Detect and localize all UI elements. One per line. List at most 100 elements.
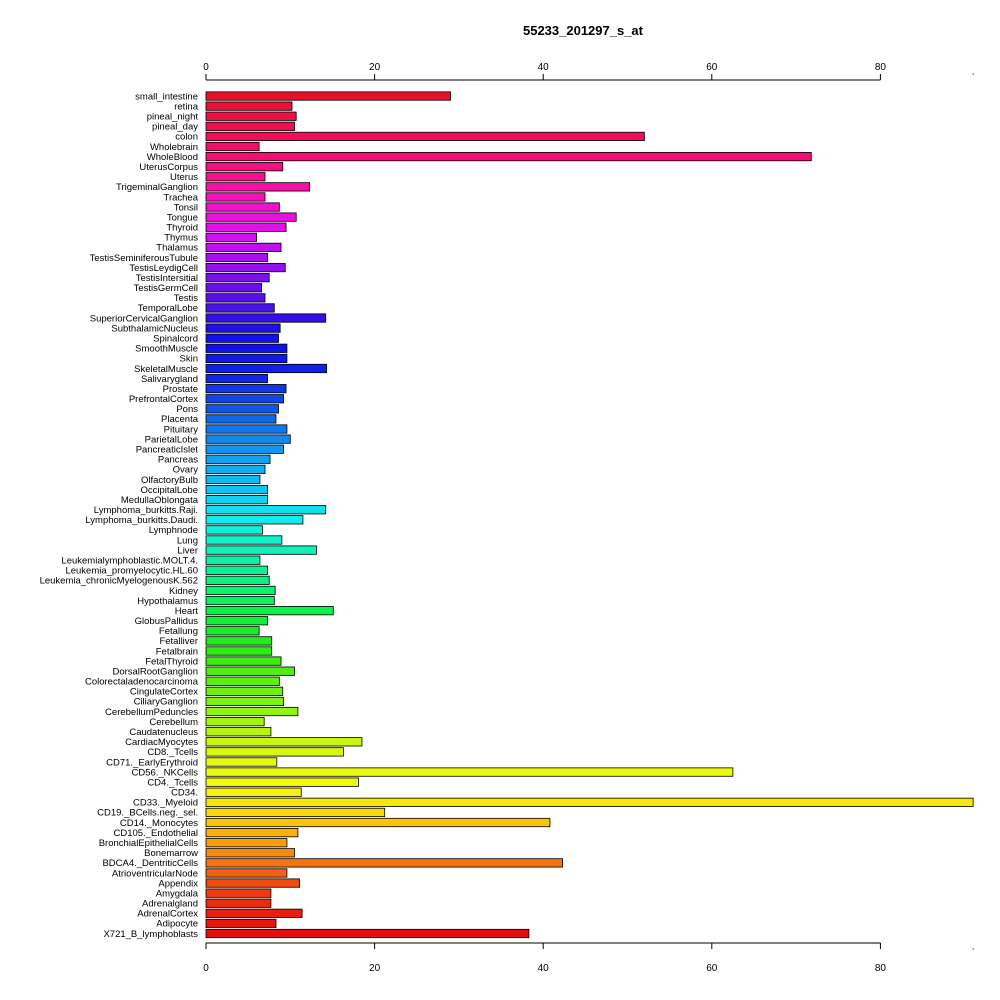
bar — [205, 262, 286, 273]
category-label: pineal_day — [152, 122, 198, 133]
bar — [205, 303, 275, 313]
bar — [205, 737, 363, 747]
bar — [205, 565, 268, 575]
category-label: small_intestine — [135, 91, 198, 102]
bar — [205, 515, 304, 525]
bar — [205, 626, 260, 636]
bar — [205, 666, 295, 676]
bar — [205, 444, 284, 454]
category-label: CD33._Myeloid — [133, 798, 198, 809]
category-label: BDCA4._DentriticCells — [102, 858, 198, 869]
category-label: Uterus — [170, 172, 198, 183]
category-label: Thalamus — [156, 243, 198, 254]
category-label: CD14._Monocytes — [120, 818, 198, 829]
bar — [205, 283, 263, 293]
bar — [205, 545, 317, 555]
bar — [205, 182, 311, 192]
bar — [205, 474, 261, 485]
category-label: Tongue — [167, 212, 198, 223]
bar — [205, 686, 284, 696]
category-label: Leukemia_promyelocytic.HL.60 — [65, 566, 198, 577]
category-label: Appendix — [158, 878, 198, 889]
bottom-axis-end-dot — [972, 948, 974, 950]
bar — [205, 838, 288, 848]
chart-title: 55233_201297_s_at — [523, 23, 644, 38]
bottom-tick-label: 60 — [706, 963, 718, 974]
category-label: OlfactoryBulb — [141, 475, 198, 486]
category-label: TestisIntersitial — [136, 273, 198, 284]
category-label: TestisLeydigCell — [129, 263, 198, 274]
bar — [205, 495, 268, 505]
bar — [205, 384, 287, 394]
category-label: Fetalliver — [159, 636, 198, 647]
bottom-tick-label: 40 — [538, 963, 550, 974]
bar — [205, 807, 386, 818]
category-label: Adrenalgland — [142, 899, 198, 910]
bar — [205, 91, 451, 101]
bar — [205, 848, 295, 858]
bar — [205, 424, 288, 434]
top-tick-label: 80 — [875, 62, 887, 73]
bar — [205, 646, 273, 656]
category-label: AtrioventricularNode — [112, 868, 198, 879]
category-label: Pons — [176, 404, 198, 415]
category-label: MedullaOblongata — [121, 495, 199, 506]
bar — [205, 505, 327, 515]
bar — [205, 484, 268, 495]
bar — [205, 121, 295, 131]
top-tick-label: 40 — [538, 62, 550, 73]
bar — [205, 202, 280, 212]
bar — [205, 273, 270, 283]
bar — [205, 535, 283, 545]
bar — [205, 908, 303, 918]
category-label: PrefrontalCortex — [129, 394, 198, 405]
category-label: Wholebrain — [150, 142, 198, 153]
category-label: Thyroid — [166, 223, 198, 234]
category-label: FetalThyroid — [145, 656, 198, 667]
category-label: CD71._EarlyErythroid — [106, 757, 198, 768]
bar — [205, 162, 284, 172]
category-label: Tonsil — [174, 202, 198, 213]
category-label: Lymphoma_burkitts.Daudi. — [85, 515, 198, 526]
bar — [205, 696, 284, 707]
category-label: TrigeminalGanglion — [116, 182, 198, 193]
category-label: AdrenalCortex — [137, 909, 198, 920]
category-label: WholeBlood — [147, 152, 198, 163]
category-label: Lung — [177, 535, 198, 546]
bar — [205, 404, 279, 414]
category-label: CiliaryGanglion — [134, 697, 198, 708]
bar — [205, 434, 291, 444]
bar — [205, 252, 268, 263]
bar — [205, 222, 287, 232]
category-label: Fetallung — [159, 626, 198, 637]
bottom-x-axis: 0 20 40 60 80 — [203, 942, 974, 974]
category-label: CingulateCortex — [130, 687, 198, 698]
category-label: SmoothMuscle — [135, 344, 198, 355]
bar — [205, 454, 271, 464]
top-tick-label: 60 — [706, 62, 718, 73]
category-label: Amygdala — [156, 888, 199, 899]
bar — [205, 151, 812, 162]
bar — [205, 555, 261, 565]
category-label: Salivarygland — [141, 374, 198, 385]
category-label: UterusCorpus — [139, 162, 198, 173]
bar — [205, 777, 359, 787]
bar — [205, 616, 268, 626]
category-label: Hypothalamus — [137, 596, 198, 607]
bar — [205, 333, 279, 343]
bar — [205, 817, 551, 828]
top-tick-label: 20 — [369, 62, 381, 73]
category-label: TestisSeminiferousTubule — [90, 253, 198, 264]
bar — [205, 868, 288, 878]
bar — [205, 353, 288, 363]
category-label: BronchialEpithelialCells — [99, 838, 199, 849]
category-label: Trachea — [164, 192, 199, 203]
bar — [205, 878, 300, 888]
category-label: GlobusPallidus — [135, 616, 199, 627]
category-label: Pancreas — [158, 455, 198, 466]
bar — [205, 172, 266, 182]
category-label: PancreaticIslet — [136, 445, 199, 456]
category-label: CD19._BCells.neg._sel. — [97, 808, 198, 819]
category-label: CD8._Tcells — [147, 747, 198, 758]
